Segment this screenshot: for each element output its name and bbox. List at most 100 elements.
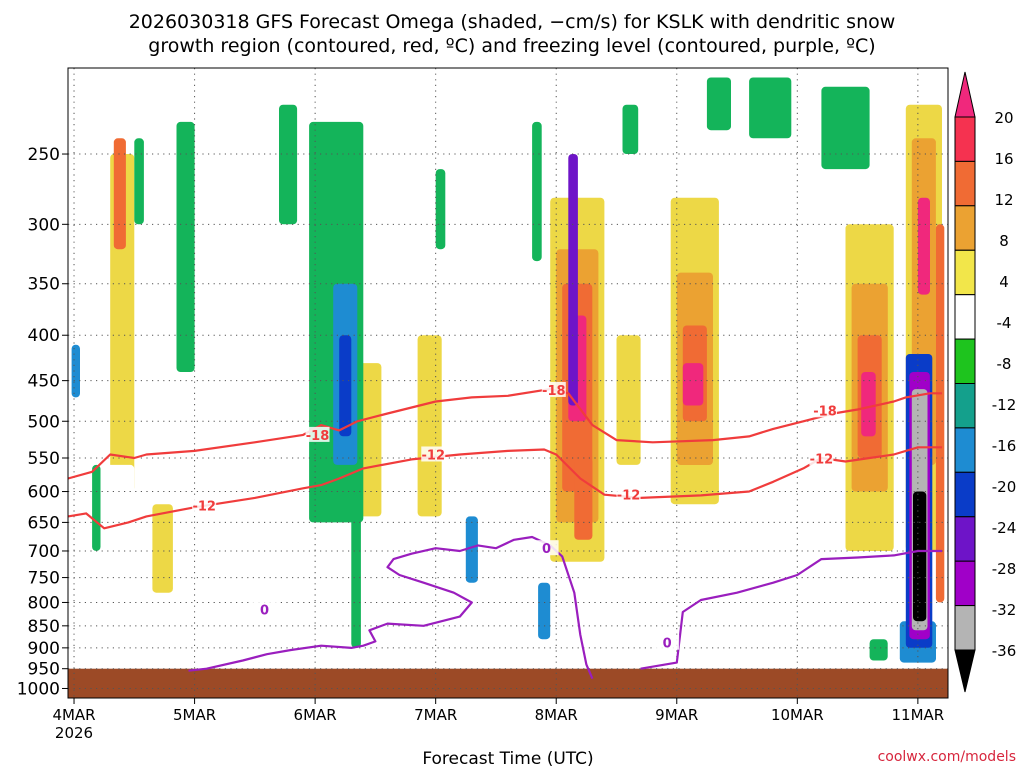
y-tick-label: 450 — [28, 372, 60, 392]
omega-cell — [197, 389, 207, 437]
contour-label-bg — [655, 634, 680, 650]
x-tick-label: 5MAR — [173, 706, 216, 724]
x-tick-label: 6MAR — [294, 706, 337, 724]
contour-line — [67, 388, 942, 480]
omega-cell — [279, 104, 298, 225]
colorbar-swatch — [954, 116, 976, 162]
omega-cell — [92, 464, 101, 551]
colorbar-swatch — [954, 605, 976, 651]
contour-layer: -18 -18 -18 -12 -12 -12 -12 0 0 0 — [67, 381, 942, 680]
colorbar-swatch — [954, 427, 976, 473]
omega-cell — [170, 363, 183, 437]
contour-label-bg — [541, 381, 566, 397]
x-tick-label: 7MAR — [414, 706, 457, 724]
omega-cell — [682, 363, 704, 406]
omega-cell — [113, 138, 126, 250]
y-tick-label: 400 — [28, 326, 60, 346]
contour-label-bg — [534, 540, 559, 556]
omega-cell — [532, 121, 542, 262]
y-tick-label: 950 — [28, 660, 60, 680]
omega-cell — [935, 224, 945, 603]
y-tick-label: 1000 — [17, 679, 60, 699]
colorbar-swatch — [954, 383, 976, 429]
contour-label-bg — [809, 450, 834, 466]
plot-frame — [67, 67, 949, 699]
contour-label: -12 — [810, 453, 834, 468]
contour-label: 0 — [260, 604, 269, 619]
colorbar-bottom-arrow — [954, 649, 976, 693]
site-credit: coolwx.com/models — [878, 749, 1016, 765]
colorbar-tick-label: -8 — [997, 355, 1012, 373]
omega-cell — [435, 169, 446, 250]
x-tick-label: 11MAR — [892, 706, 945, 724]
colorbar-tick-label: -16 — [992, 437, 1017, 455]
colorbar-swatch — [954, 471, 976, 518]
colorbar-swatch — [954, 338, 976, 385]
terrain-layer — [68, 668, 948, 698]
y-tick-label: 300 — [28, 215, 60, 235]
contour-label-bg — [616, 486, 641, 502]
omega-cell — [861, 372, 876, 437]
y-axis: 2503003504004505005506006507007508008509… — [17, 145, 68, 699]
contour-label: -18 — [813, 404, 837, 419]
omega-cell — [351, 516, 361, 648]
chart-title-line1: 2026030318 GFS Forecast Omega (shaded, −… — [129, 11, 896, 33]
omega-cell — [622, 104, 639, 154]
omega-cell — [719, 522, 774, 635]
x-axis-title: Forecast Time (UTC) — [422, 749, 593, 768]
contour-label-bg — [813, 402, 838, 418]
y-tick-label: 500 — [28, 412, 60, 432]
y-tick-label: 250 — [28, 145, 60, 165]
terrain-surface — [68, 668, 948, 698]
contour-line — [640, 549, 942, 670]
y-tick-label: 350 — [28, 275, 60, 295]
omega-shading-layer — [71, 77, 945, 663]
omega-cell — [134, 138, 144, 225]
x-tick-sublabel: 2026 — [55, 724, 93, 742]
omega-cell — [538, 582, 551, 640]
omega-cell — [574, 458, 593, 540]
y-tick-label: 750 — [28, 569, 60, 589]
colorbar-tick-label: 8 — [999, 232, 1009, 250]
contour-label: -12 — [422, 448, 446, 463]
y-tick-label: 700 — [28, 542, 60, 562]
omega-cell — [706, 77, 731, 131]
colorbar-tick-label: -28 — [992, 560, 1017, 578]
y-tick-label: 600 — [28, 483, 60, 503]
contour-label: -12 — [617, 489, 641, 504]
colorbar-swatch — [954, 205, 976, 251]
omega-cell — [339, 335, 352, 437]
omega-cell — [71, 344, 80, 398]
y-tick-label: 550 — [28, 449, 60, 469]
omega-cell — [821, 86, 870, 170]
contour-label-bg — [421, 446, 446, 462]
contour-line — [188, 535, 594, 680]
omega-cell — [616, 335, 641, 465]
colorbar: 20 16 12 8 4 -4 -8 -12 -16 -20 -24 -28 -32 -36 — [954, 71, 1017, 693]
colorbar-tick-label: -4 — [997, 314, 1012, 332]
x-tick-label: 4MAR — [52, 706, 95, 724]
omega-cell — [140, 335, 149, 422]
colorbar-tick-label: 16 — [994, 150, 1013, 168]
omega-cell — [471, 154, 502, 364]
omega-cell — [206, 464, 249, 529]
colorbar-tick-label: 4 — [999, 273, 1009, 291]
omega-cell — [230, 104, 255, 316]
contour-label-bg — [252, 601, 277, 617]
x-tick-label: 9MAR — [655, 706, 698, 724]
colorbar-top-arrow — [954, 71, 976, 118]
colorbar-tick-label: 12 — [994, 191, 1013, 209]
grid-layer — [68, 68, 948, 698]
colorbar-swatch — [954, 160, 976, 207]
omega-cell — [176, 121, 195, 373]
colorbar-swatch — [954, 516, 976, 562]
contour-label-bg — [305, 426, 330, 442]
omega-cell — [417, 335, 442, 517]
colorbar-swatch — [954, 294, 976, 340]
y-tick-label: 900 — [28, 639, 60, 659]
contour-label: 0 — [542, 542, 551, 557]
colorbar-swatch — [954, 560, 976, 607]
